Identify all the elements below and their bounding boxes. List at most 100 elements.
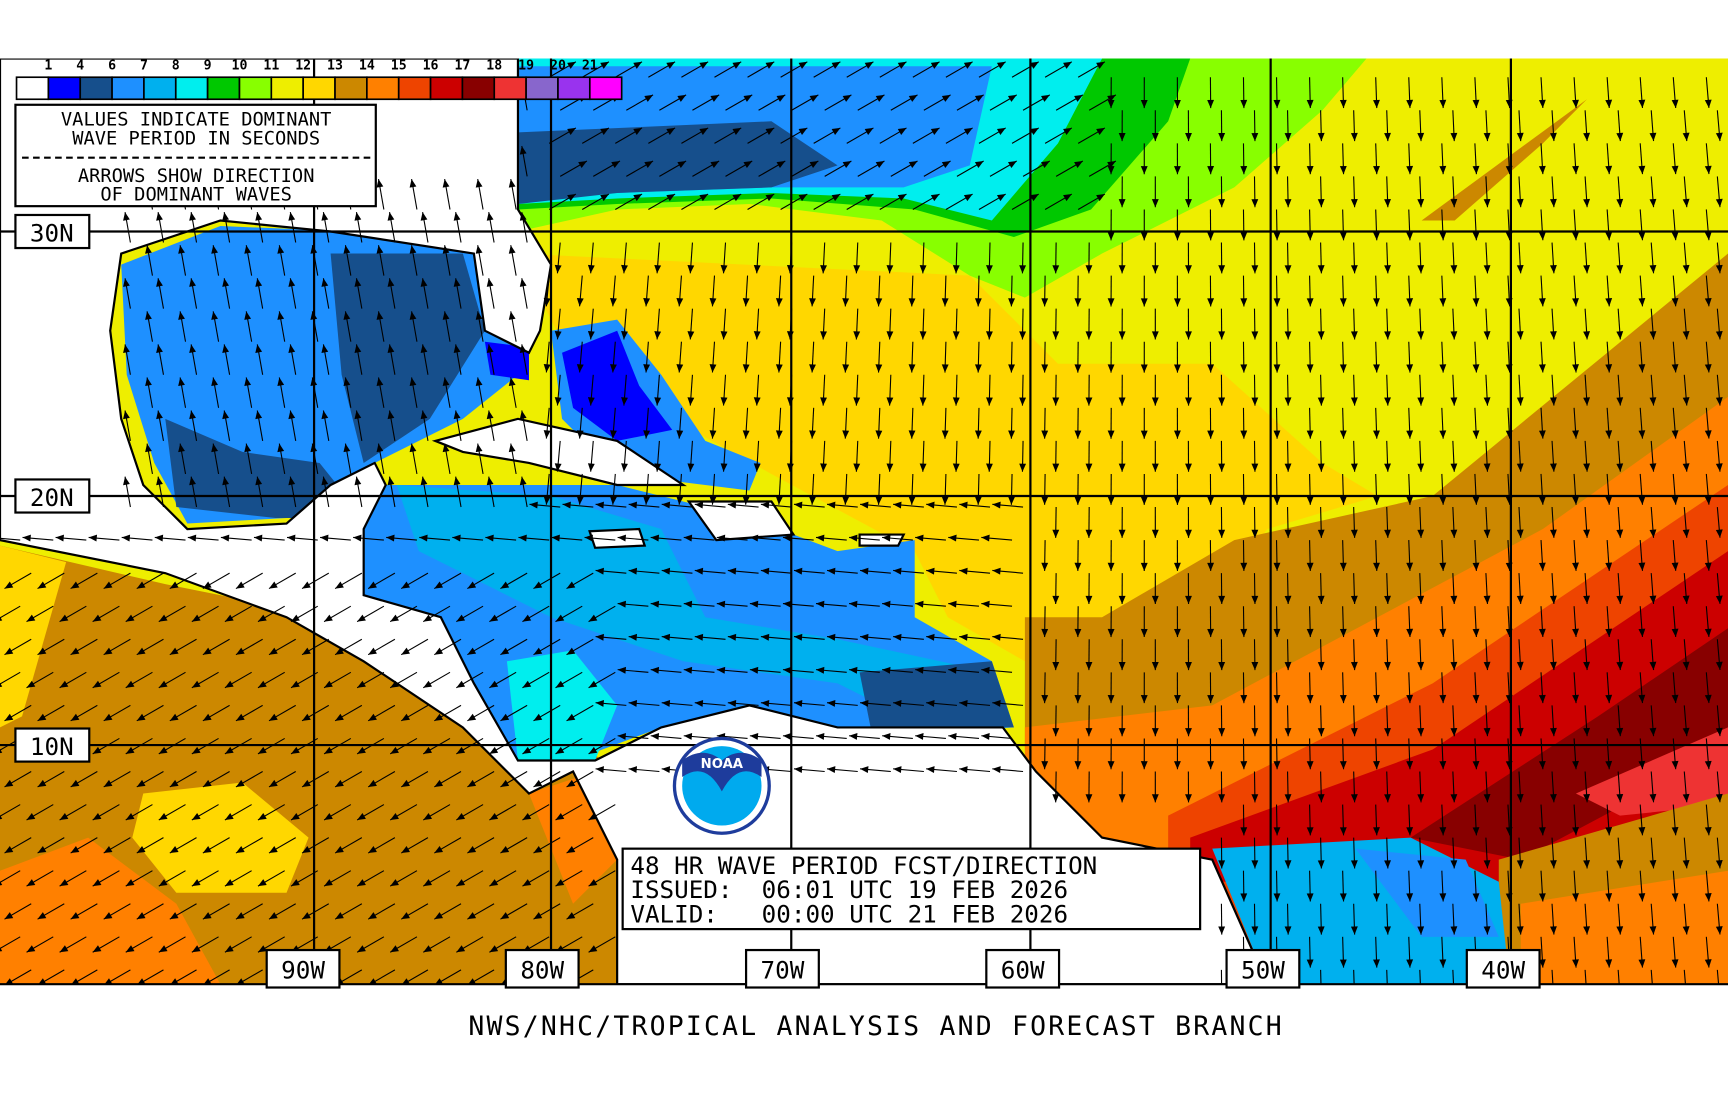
wave-arrow-head bbox=[387, 410, 395, 420]
wave-arrow-head bbox=[1406, 827, 1414, 836]
wave-arrow-head bbox=[1384, 860, 1391, 869]
wave-arrow-head bbox=[1638, 99, 1646, 108]
wave-arrow-head bbox=[522, 680, 532, 688]
wave-arrow-head bbox=[288, 212, 296, 221]
wave-arrow-head bbox=[1638, 496, 1646, 505]
wave-arrow-head bbox=[1605, 694, 1613, 704]
wave-arrow-head bbox=[1715, 793, 1723, 803]
wave-arrow-head bbox=[1207, 166, 1215, 175]
wave-arrow-head bbox=[588, 680, 598, 688]
wave-arrow-head bbox=[1107, 94, 1116, 102]
wave-arrow-head bbox=[782, 733, 792, 740]
wave-arrow-head bbox=[588, 945, 598, 953]
wave-arrow-head bbox=[849, 534, 858, 542]
wave-arrow-head bbox=[1373, 364, 1380, 373]
wave-arrow-head bbox=[4, 581, 14, 589]
wave-arrow-head bbox=[486, 278, 494, 287]
wave-arrow-head bbox=[809, 364, 816, 373]
wave-arrow-head bbox=[1649, 595, 1657, 604]
wave-arrow-head bbox=[137, 978, 146, 985]
wave-arrow-head bbox=[1218, 794, 1226, 803]
wave-arrow-head bbox=[1406, 496, 1414, 505]
wave-arrow-head bbox=[1417, 661, 1425, 671]
wave-arrow-head bbox=[1572, 99, 1579, 109]
wave-arrow-head bbox=[1218, 661, 1226, 671]
wave-arrow-head bbox=[169, 779, 179, 787]
wave-arrow-head bbox=[1583, 793, 1591, 803]
wave-arrow-head bbox=[92, 746, 102, 754]
wave-arrow-head bbox=[699, 127, 709, 135]
wave-arrow-head bbox=[782, 666, 792, 674]
wave-arrow-head bbox=[1384, 265, 1391, 274]
wave-arrow-head bbox=[224, 746, 234, 754]
wave-arrow-head bbox=[566, 647, 576, 655]
wave-arrow-head bbox=[420, 476, 428, 486]
wave-arrow-head bbox=[291, 614, 300, 622]
wave-arrow-head bbox=[1251, 199, 1259, 208]
wave-arrow-head bbox=[321, 278, 329, 287]
wave-arrow-head bbox=[1339, 959, 1347, 968]
wave-arrow-head bbox=[1118, 728, 1126, 737]
wave-arrow-head bbox=[268, 779, 278, 787]
wave-arrow-head bbox=[1572, 231, 1579, 241]
wave-arrow-head bbox=[897, 194, 907, 202]
wave-arrow-head bbox=[1118, 661, 1126, 671]
wave-arrow-head bbox=[1472, 165, 1480, 175]
wave-arrow-head bbox=[71, 978, 80, 985]
wave-arrow-head bbox=[986, 331, 993, 340]
wave-arrow-head bbox=[661, 633, 671, 641]
wave-arrow-head bbox=[1516, 132, 1524, 142]
wave-arrow-head bbox=[1251, 132, 1259, 142]
wave-arrow-head bbox=[409, 443, 417, 453]
wave-arrow-head bbox=[710, 160, 720, 169]
wave-arrow-head bbox=[37, 581, 47, 589]
wave-arrow-head bbox=[1549, 331, 1557, 340]
wave-arrow-head bbox=[760, 633, 770, 641]
wave-arrow-head bbox=[742, 364, 750, 373]
legend-swatch bbox=[429, 76, 464, 101]
wave-arrow-head bbox=[644, 160, 654, 169]
wave-arrow-head bbox=[489, 614, 499, 622]
wave-arrow-head bbox=[169, 713, 179, 721]
wave-arrow-head bbox=[875, 94, 885, 102]
wave-arrow-head bbox=[643, 496, 651, 505]
wave-arrow-head bbox=[145, 311, 152, 320]
wave-arrow-head bbox=[257, 945, 267, 953]
wave-arrow-head bbox=[666, 194, 676, 202]
wave-arrow-head bbox=[1650, 992, 1657, 1000]
wave-arrow-head bbox=[831, 61, 841, 69]
wave-arrow-head bbox=[37, 779, 47, 787]
wave-arrow-head bbox=[1583, 264, 1591, 274]
wave-arrow-head bbox=[948, 733, 957, 740]
wave-arrow-head bbox=[1715, 397, 1723, 406]
wave-arrow-head bbox=[354, 212, 362, 221]
wave-arrow-head bbox=[1174, 628, 1181, 638]
wave-arrow-head bbox=[1549, 265, 1557, 274]
wave-arrow-head bbox=[643, 298, 651, 307]
wave-arrow-head bbox=[860, 501, 869, 509]
wave-arrow-head bbox=[1417, 463, 1425, 472]
wave-arrow-head bbox=[1140, 562, 1148, 571]
wave-arrow-head bbox=[1605, 827, 1613, 836]
wave-arrow-head bbox=[793, 766, 803, 773]
wave-arrow-head bbox=[1285, 993, 1292, 1001]
wave-arrow-head bbox=[1273, 298, 1281, 307]
wave-arrow-head bbox=[1572, 760, 1579, 770]
wave-arrow-head bbox=[475, 179, 483, 188]
wave-arrow-head bbox=[1174, 298, 1181, 307]
wave-arrow-head bbox=[335, 713, 344, 721]
wave-arrow-head bbox=[343, 311, 351, 320]
wave-arrow-head bbox=[1107, 160, 1116, 169]
wave-arrow-head bbox=[1417, 198, 1425, 208]
wave-arrow-head bbox=[882, 600, 891, 608]
wave-arrow-head bbox=[1107, 298, 1115, 307]
wave-arrow-head bbox=[1284, 794, 1292, 803]
wave-arrow-head bbox=[434, 779, 444, 787]
wave-arrow-head bbox=[145, 377, 152, 387]
wave-arrow-head bbox=[1538, 694, 1546, 704]
wave-arrow-shaft bbox=[1683, 969, 1686, 985]
wave-arrow-head bbox=[26, 945, 36, 953]
wave-arrow-head bbox=[875, 364, 883, 373]
legend-swatch bbox=[366, 76, 400, 101]
wave-arrow-head bbox=[1373, 99, 1380, 109]
